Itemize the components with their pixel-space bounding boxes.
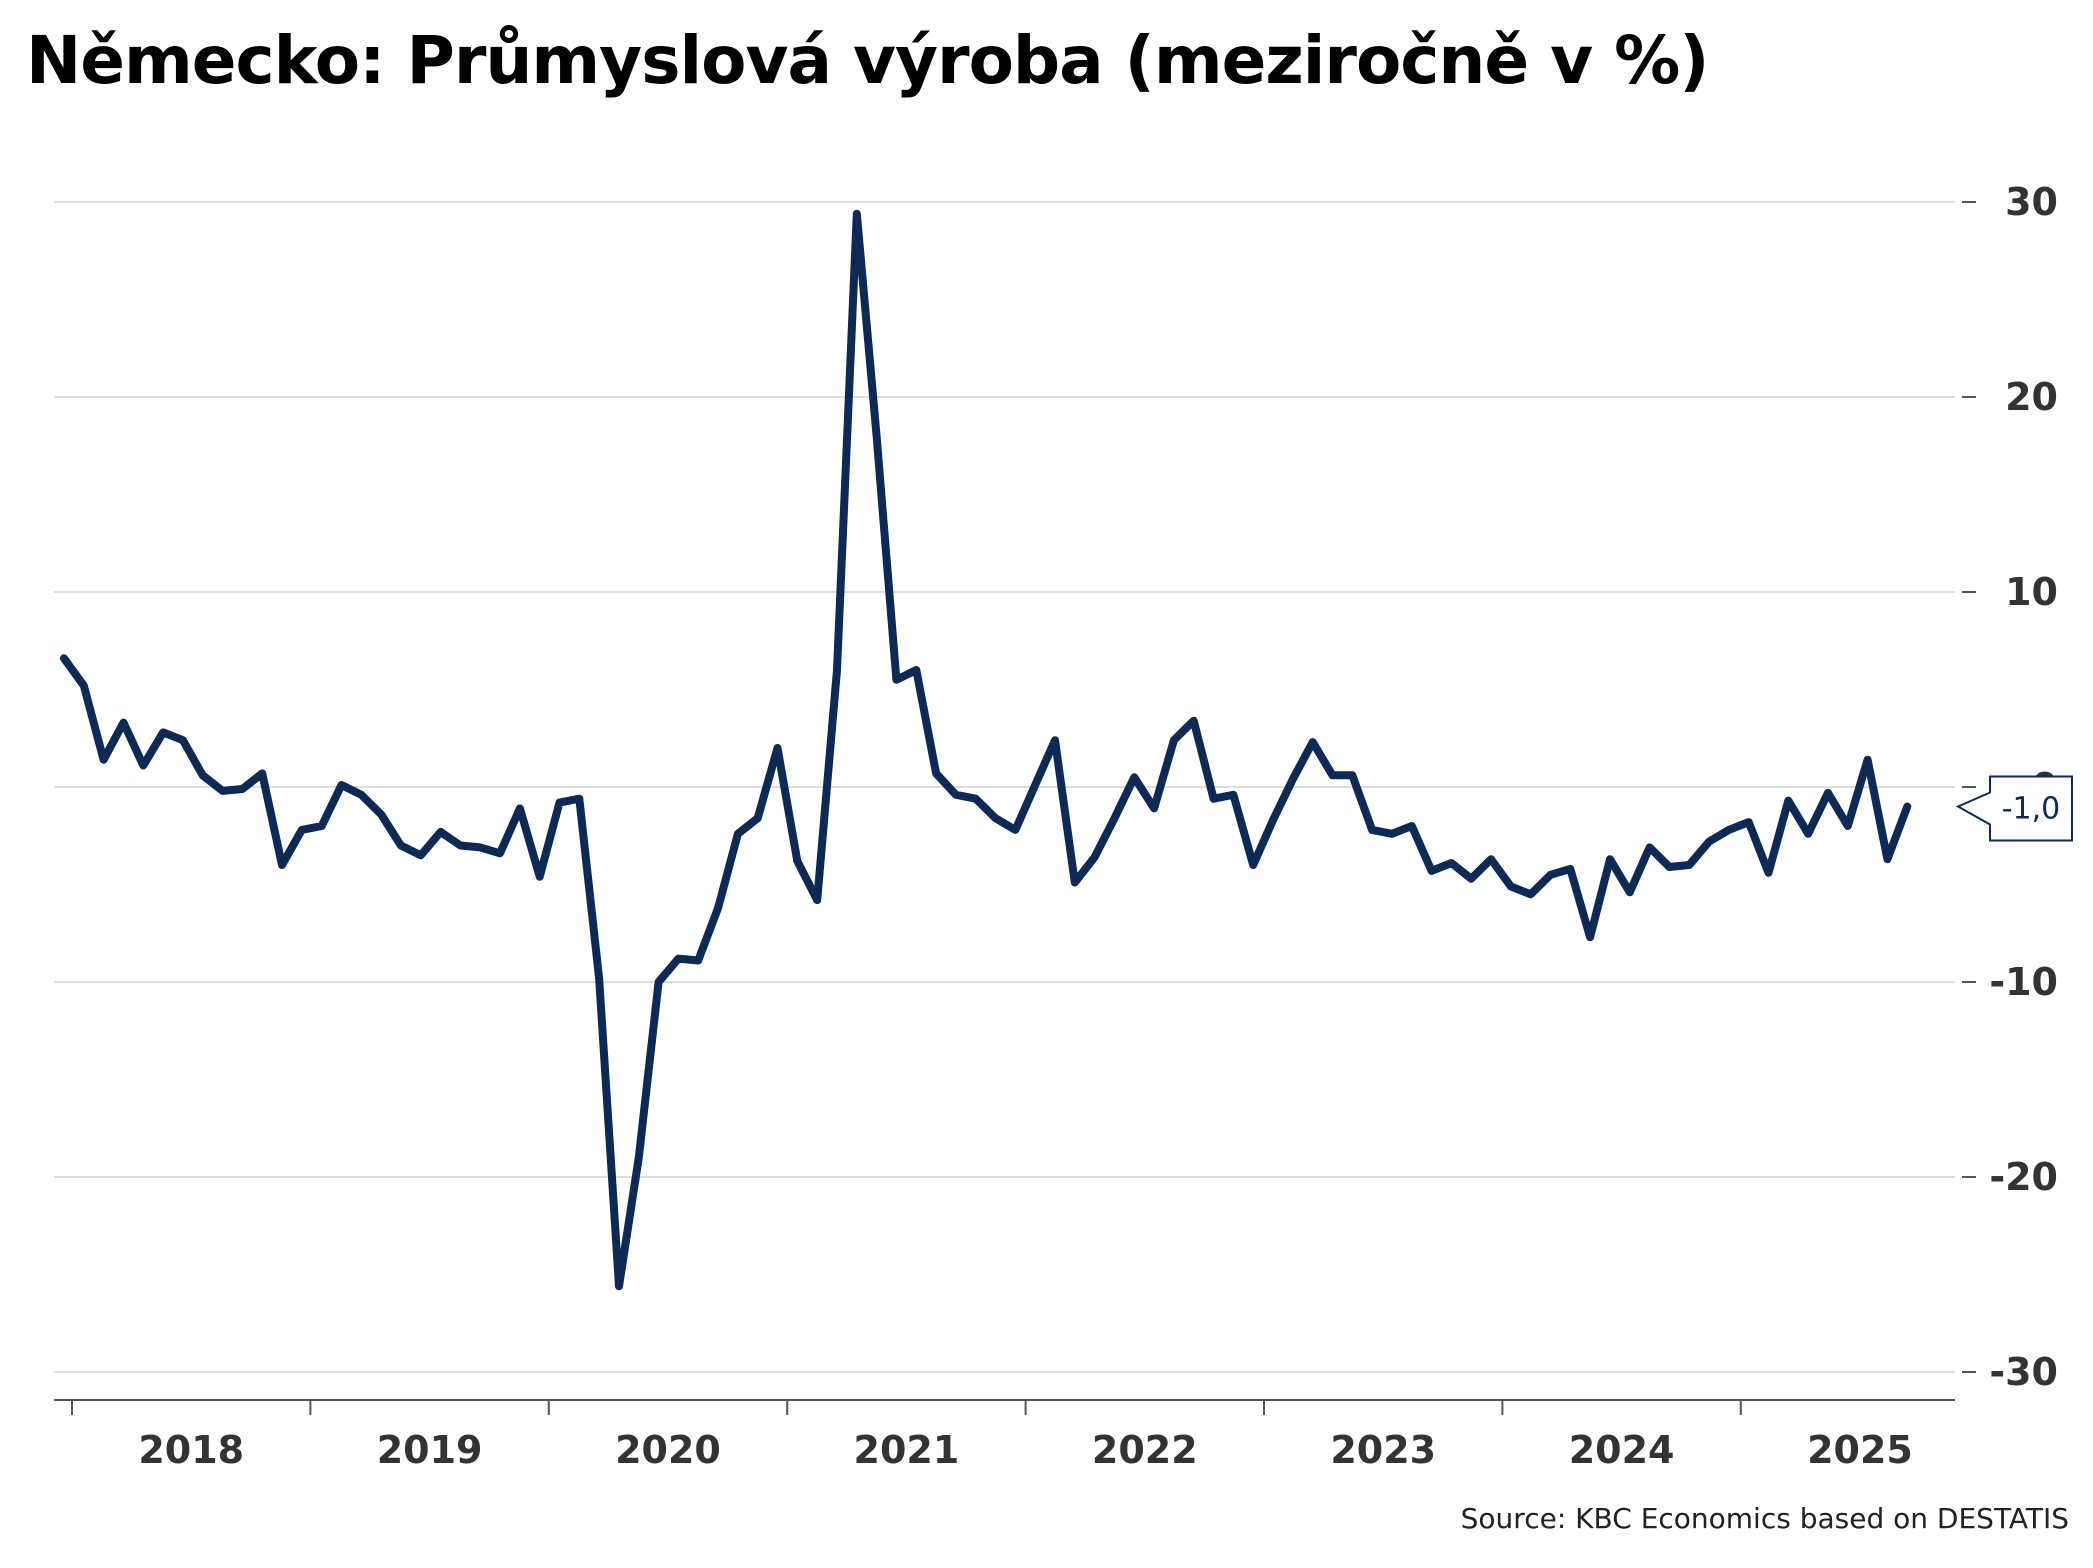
series-line xyxy=(60,209,1912,1291)
x-tick-label: 2024 xyxy=(1569,1428,1675,1472)
x-tick-label: 2018 xyxy=(138,1428,244,1472)
y-tick-label: 30 xyxy=(2005,180,2058,224)
y-tick-label: 10 xyxy=(2005,570,2058,614)
y-tick-label: 20 xyxy=(2005,375,2058,419)
source-note: Source: KBC Economics based on DESTATIS xyxy=(1460,1502,2069,1535)
x-tick-label: 2020 xyxy=(615,1428,721,1472)
y-tick-label: -10 xyxy=(1989,960,2058,1004)
last-value-label: -1,0 xyxy=(2002,792,2061,827)
series-layer xyxy=(60,209,1912,1291)
x-tick-label: 2022 xyxy=(1092,1428,1198,1472)
x-tick-label: 2025 xyxy=(1807,1428,1913,1472)
last-value-callout: -1,0 xyxy=(1955,775,2073,842)
y-tick-label: -30 xyxy=(1989,1350,2058,1394)
x-tick-label: 2019 xyxy=(377,1428,483,1472)
chart-title: Německo: Průmyslová výroba (meziročně v … xyxy=(26,22,1709,99)
last-value-box xyxy=(1955,775,2073,842)
y-tick-label: -20 xyxy=(1989,1155,2058,1199)
x-tick-label: 2021 xyxy=(854,1428,960,1472)
gridlines xyxy=(54,201,1955,1373)
y-axis: 3020100-10-20-30 xyxy=(1962,180,2058,1394)
x-axis: 2018 2019 2020 2021 2022 2023 2024 2025 xyxy=(54,1399,1955,1472)
x-tick-label: 2023 xyxy=(1330,1428,1436,1472)
